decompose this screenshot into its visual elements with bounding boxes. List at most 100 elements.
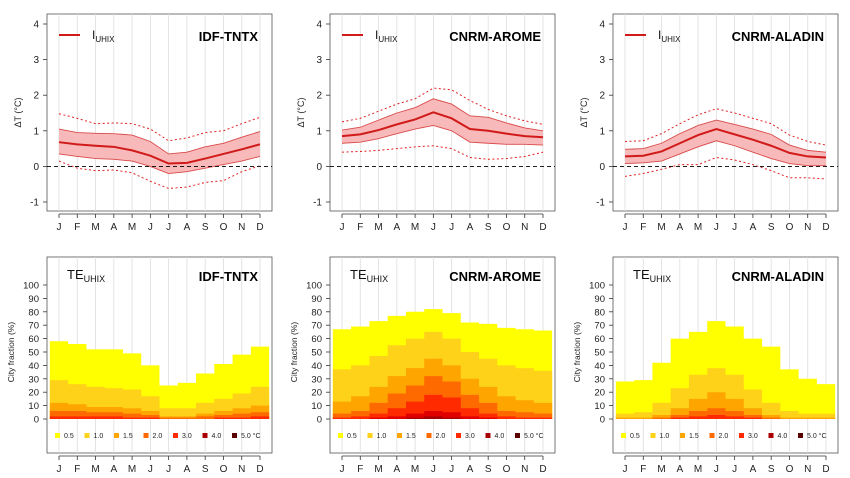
y-tick-label: 70 <box>311 321 322 332</box>
x-tick-label: A <box>393 464 400 475</box>
y-tick-label: 80 <box>28 307 39 318</box>
interquantile-band <box>59 129 260 174</box>
x-tick-label: D <box>539 222 546 233</box>
legend-color-swatch <box>515 433 520 438</box>
x-tick-label: A <box>676 464 683 475</box>
area-threshold-4-0 <box>332 410 553 419</box>
x-tick-label: J <box>57 222 62 233</box>
y-tick-label: 0 <box>600 415 605 426</box>
legend-color-swatch <box>397 433 402 438</box>
legend-color-swatch <box>55 433 60 438</box>
y-tick-label: 2 <box>599 91 605 102</box>
x-tick-label: J <box>340 222 345 233</box>
y-tick-label: -1 <box>30 198 39 209</box>
x-tick-label: J <box>148 222 153 233</box>
y-tick-label: 90 <box>28 294 39 305</box>
legend-label: IUHIX <box>658 28 681 44</box>
x-tick-label: F <box>357 222 363 233</box>
x-tick-label: M <box>91 222 99 233</box>
x-tick-label: M <box>374 222 382 233</box>
y-tick-label: 1 <box>33 126 39 137</box>
y-axis-label: ΔT (°C) <box>296 98 306 128</box>
x-tick-label: J <box>431 222 436 233</box>
x-tick-label: M <box>91 464 99 475</box>
area-threshold-3-0 <box>332 394 553 419</box>
legend-color-swatch <box>173 433 178 438</box>
area-threshold-2-0 <box>615 408 836 419</box>
legend-color-swatch <box>202 433 208 438</box>
legend-threshold-label: 2.0 <box>436 433 446 440</box>
y-tick-label: 20 <box>311 388 322 399</box>
x-tick-label: A <box>110 464 117 475</box>
te-panel-2: 0 10 20 30 40 50 60 70 80 90 100 City fraction (%) T… <box>572 256 839 475</box>
band-lower-line <box>58 153 261 174</box>
legend-threshold-label: 4.0 <box>495 433 505 440</box>
legend-threshold-label: 1.0 <box>377 433 387 440</box>
y-tick-label: 0 <box>33 162 39 173</box>
plot-frame <box>329 256 556 454</box>
y-tick-label: 90 <box>311 294 322 305</box>
x-tick-label: D <box>539 464 546 475</box>
y-tick-label: 100 <box>23 281 39 292</box>
legend-threshold-label: 3.0 <box>748 433 758 440</box>
x-tick-label: D <box>822 222 829 233</box>
legend-color-swatch <box>621 433 626 438</box>
legend-threshold-label: 1.5 <box>406 433 416 440</box>
x-tick-label: A <box>750 222 757 233</box>
legend-color-swatch <box>84 433 90 438</box>
legend-color-swatch <box>680 433 685 438</box>
x-tick-label: J <box>57 464 62 475</box>
te-panel-0: 0 10 20 30 40 50 60 70 80 90 100 City fraction (%) T… <box>6 256 273 475</box>
te-panel-1: 0 10 20 30 40 50 60 70 80 90 100 City fraction (%) T… <box>289 256 556 475</box>
max-line <box>341 87 544 125</box>
x-tick-label: S <box>485 222 492 233</box>
band-upper-line <box>58 128 261 155</box>
legend-color-swatch <box>485 433 491 438</box>
x-tick-label: S <box>768 464 775 475</box>
y-tick-label: 1 <box>599 126 605 137</box>
x-tick-label: J <box>623 222 628 233</box>
legend-color-swatch <box>367 433 373 438</box>
y-tick-label: 40 <box>28 361 39 372</box>
plot-frame <box>46 13 273 212</box>
y-tick-label: 4 <box>316 20 322 31</box>
x-tick-label: N <box>521 464 528 475</box>
x-tick-label: D <box>822 464 829 475</box>
legend-threshold-label: 1.0 <box>660 433 670 440</box>
x-tick-label: N <box>804 464 811 475</box>
legend-color-swatch <box>232 433 237 438</box>
area-threshold-1-5 <box>615 392 836 419</box>
x-tick-label: F <box>74 222 80 233</box>
x-tick-label: F <box>640 464 646 475</box>
x-tick-label: F <box>357 464 363 475</box>
y-axis-label: City fraction (%) <box>289 322 299 383</box>
x-tick-label: M <box>411 222 419 233</box>
x-tick-label: J <box>732 464 737 475</box>
legend-color-swatch <box>114 433 119 438</box>
legend-threshold-label: 0.5 <box>630 433 640 440</box>
band-lower-line <box>624 140 826 167</box>
y-tick-label: 100 <box>589 281 605 292</box>
x-tick-label: O <box>786 222 794 233</box>
x-tick-label: A <box>467 222 474 233</box>
y-tick-label: 60 <box>311 334 322 345</box>
y-tick-label: 30 <box>311 374 322 385</box>
y-tick-label: 3 <box>599 55 605 66</box>
x-tick-label: J <box>714 222 719 233</box>
legend-threshold-label: 2.0 <box>153 433 163 440</box>
y-tick-label: 80 <box>311 307 322 318</box>
x-tick-label: F <box>74 464 80 475</box>
legend-label: TEUHIX <box>350 267 388 284</box>
legend-threshold-label: 0.5 <box>347 433 357 440</box>
x-tick-label: J <box>732 222 737 233</box>
y-tick-label: 70 <box>594 321 605 332</box>
legend-label: TEUHIX <box>67 267 105 284</box>
x-tick-label: A <box>676 222 683 233</box>
band-lower-line <box>341 124 544 146</box>
plot-frame <box>329 13 556 212</box>
panel-title: IDF-TNTX <box>199 269 259 284</box>
y-tick-label: 40 <box>311 361 322 372</box>
panel-title: CNRM-AROME <box>449 269 541 284</box>
x-tick-label: O <box>786 464 794 475</box>
